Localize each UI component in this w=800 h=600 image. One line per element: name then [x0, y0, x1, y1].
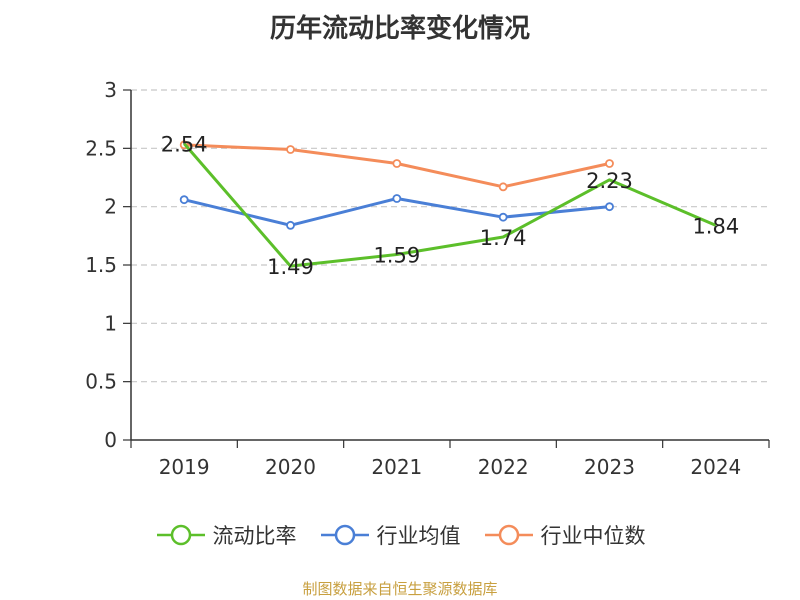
legend-label: 行业中位数: [540, 524, 646, 548]
legend-item-0: 流动比率: [155, 520, 297, 550]
series-2-point-2: [392, 159, 402, 168]
series-1-point-4: [605, 202, 614, 212]
legend-label: 流动比率: [212, 524, 297, 548]
source-note: 制图数据来自恒生聚源数据库: [302, 580, 498, 598]
x-tick-label-1: 2020: [265, 455, 316, 479]
y-tick-label-0: 0: [104, 428, 117, 452]
legend-item-2: 行业中位数: [483, 520, 646, 550]
chart-title: 历年流动比率变化情况: [269, 14, 530, 44]
y-tick-label-1: 0.5: [85, 370, 117, 394]
series-2-point-3: [498, 182, 508, 192]
series-line-0: [183, 142, 717, 268]
series-1-point-0: [179, 195, 189, 205]
y-tick-label-3: 1.5: [85, 253, 117, 277]
y-tick-label-5: 2.5: [85, 136, 117, 160]
x-tick-label-2: 2021: [371, 455, 422, 479]
legend-marker-icon: [156, 524, 205, 546]
series-2-point-4: [605, 159, 614, 168]
x-tick-label-3: 2022: [478, 455, 529, 479]
data-label-3: 1.74: [480, 226, 527, 250]
data-label-4: 2.23: [586, 169, 633, 193]
series-2-point-1: [286, 145, 295, 154]
legend-item-1: 行业均值: [319, 520, 461, 550]
x-tick-label-5: 2024: [690, 455, 741, 479]
data-label-5: 1.84: [692, 214, 739, 238]
series-1-point-1: [286, 220, 295, 230]
x-tick-label-0: 2019: [159, 455, 210, 479]
x-tick-label-4: 2023: [584, 455, 635, 479]
data-label-1: 1.49: [267, 255, 314, 279]
series-1-point-2: [392, 194, 402, 203]
data-label-2: 1.59: [373, 244, 420, 268]
legend: 流动比率 行业均值 行业中位数: [0, 520, 800, 550]
y-tick-label-2: 1: [104, 311, 117, 335]
data-label-0: 2.54: [161, 133, 208, 157]
series-1-point-3: [498, 212, 508, 222]
y-tick-label-4: 2: [104, 195, 117, 219]
legend-marker-icon: [484, 524, 533, 546]
legend-label: 行业均值: [376, 524, 461, 548]
y-tick-label-6: 3: [104, 78, 117, 102]
legend-marker-icon: [320, 524, 369, 546]
